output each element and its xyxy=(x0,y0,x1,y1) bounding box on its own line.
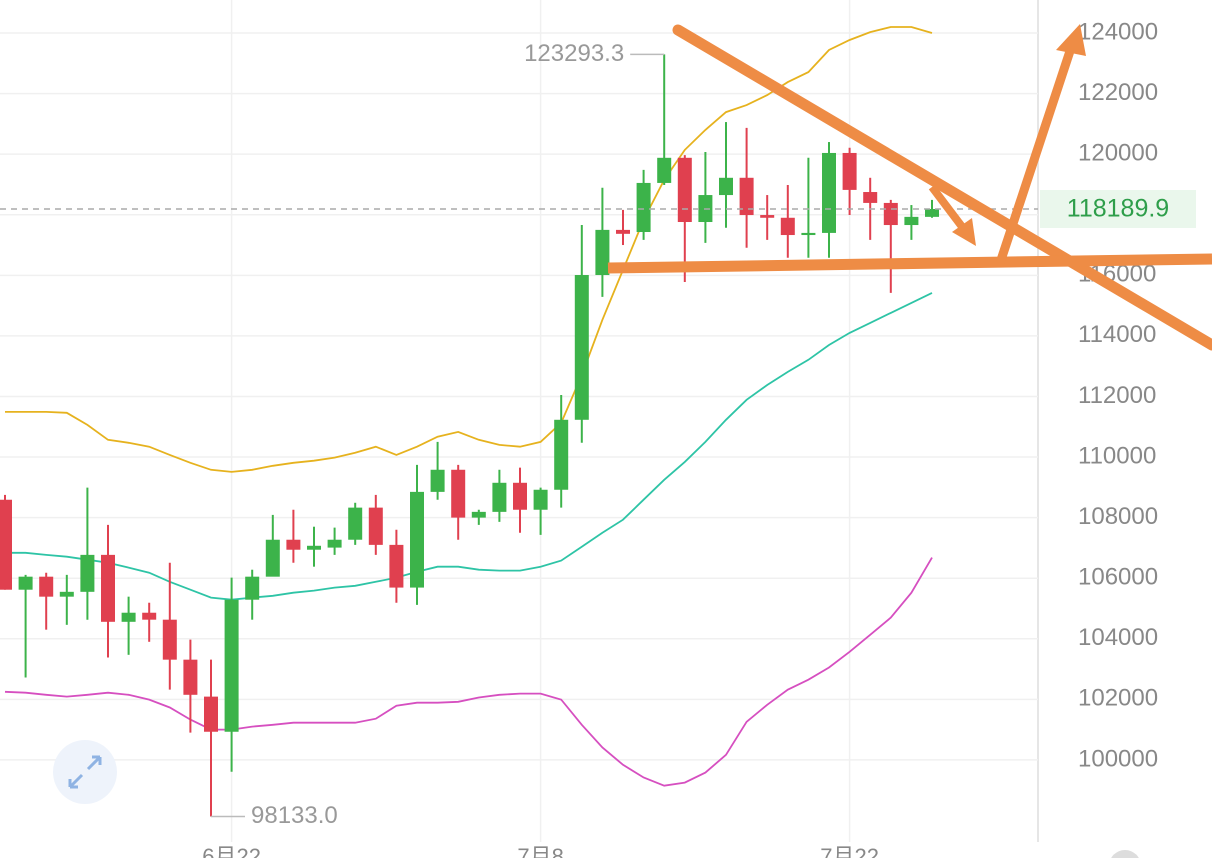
candle-body xyxy=(142,612,157,620)
candle-body xyxy=(327,539,342,548)
candle-body xyxy=(822,152,836,233)
candle-body xyxy=(0,499,12,590)
candle-body xyxy=(842,152,857,190)
last-price-box xyxy=(1040,189,1196,228)
candle-body xyxy=(492,482,507,512)
indicator-line xyxy=(4,557,933,787)
candle-body xyxy=(245,576,260,600)
candle-body xyxy=(224,599,239,732)
candle-body xyxy=(801,232,816,236)
last-price-label: 118189.9 xyxy=(1067,195,1169,223)
y-tick-label: 102000 xyxy=(1078,685,1158,712)
expand-button[interactable] xyxy=(53,740,117,804)
candle-body xyxy=(101,554,115,622)
annotation-label: 123293.3 xyxy=(524,40,624,67)
drawings xyxy=(607,24,1212,351)
y-tick-label: 104000 xyxy=(1078,624,1158,651)
arrow-head xyxy=(1056,24,1086,56)
y-tick-label: 114000 xyxy=(1078,321,1156,348)
candle-body xyxy=(719,177,733,196)
expand-circle[interactable] xyxy=(53,740,117,804)
support-line xyxy=(607,253,1212,274)
arrow-up xyxy=(995,43,1077,265)
candle-body xyxy=(574,275,589,420)
candle-body xyxy=(657,157,672,183)
candle-body xyxy=(39,576,54,597)
x-tick-label: 6月22 xyxy=(202,844,261,858)
trend-line xyxy=(672,24,1212,351)
candle-body xyxy=(883,202,898,226)
candle-body xyxy=(554,419,569,490)
x-tick-label: 7月22 xyxy=(820,844,879,858)
y-tick-label: 120000 xyxy=(1078,140,1158,167)
x-tick-label: 7月8 xyxy=(517,844,563,858)
candle-body xyxy=(286,539,301,550)
candle-body xyxy=(533,489,548,510)
candle-body xyxy=(18,576,33,590)
arrow-head xyxy=(952,218,976,246)
scroll-button[interactable] xyxy=(1109,850,1141,858)
candle-body xyxy=(739,177,754,216)
y-tick-label: 110000 xyxy=(1078,442,1156,469)
y-tick-label: 106000 xyxy=(1078,564,1158,591)
candle-body xyxy=(595,229,610,276)
candle-body xyxy=(389,544,404,588)
expand-icon xyxy=(68,755,102,789)
candle-body xyxy=(760,215,775,218)
candle-body xyxy=(925,208,939,217)
candle-body xyxy=(471,511,486,518)
candle-body xyxy=(368,507,383,545)
candle-body xyxy=(204,696,218,732)
candle-body xyxy=(121,612,136,622)
candle-body xyxy=(265,539,280,577)
candle-body xyxy=(183,659,198,695)
candle-body xyxy=(410,491,424,588)
y-tick-label: 100000 xyxy=(1078,745,1158,772)
indicator-line xyxy=(5,292,933,601)
candle-body xyxy=(636,182,651,233)
candle-body xyxy=(307,545,321,550)
candle-body xyxy=(59,591,74,597)
y-tick-label: 124000 xyxy=(1078,18,1158,45)
candle-body xyxy=(677,157,692,223)
y-tick-label: 112000 xyxy=(1078,382,1156,409)
candle-body xyxy=(513,482,527,510)
candle-body xyxy=(348,507,363,540)
candle-body xyxy=(430,469,445,492)
candle-body xyxy=(904,216,919,226)
candle-body xyxy=(80,554,95,592)
candle-body xyxy=(616,229,630,234)
candle-body xyxy=(780,217,795,236)
y-tick-label: 108000 xyxy=(1078,503,1158,530)
annotation-label: 98133.0 xyxy=(251,802,338,829)
candle-body xyxy=(162,619,177,660)
candle-body xyxy=(863,192,878,203)
candle-body xyxy=(451,469,466,518)
arrow-down xyxy=(928,184,970,235)
y-tick-label: 122000 xyxy=(1078,79,1158,106)
